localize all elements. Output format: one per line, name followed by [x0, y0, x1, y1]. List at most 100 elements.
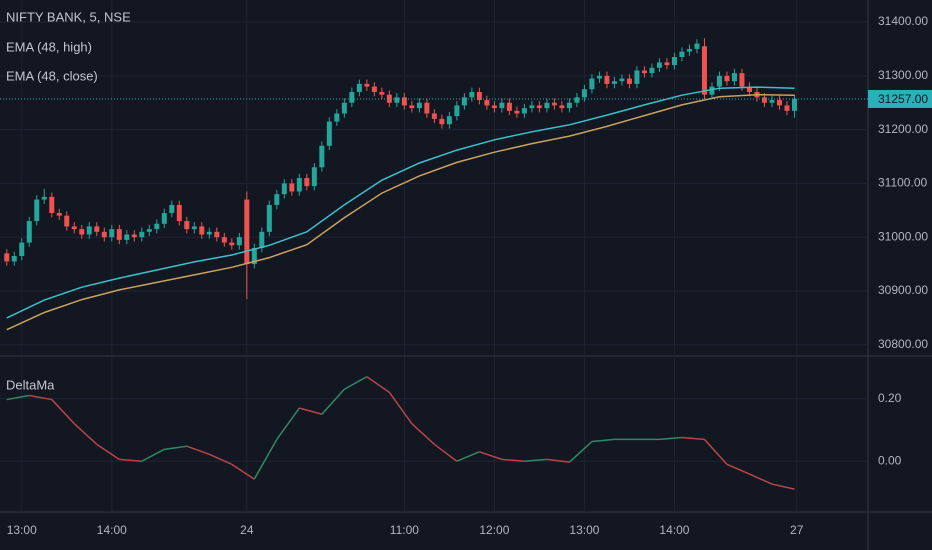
candle-body [266, 204, 272, 232]
indicator-title: DeltaMa [6, 377, 55, 392]
candle-body [236, 237, 242, 246]
indicator-segment [343, 376, 368, 390]
candle-body [604, 75, 610, 84]
indicator-segment [546, 458, 570, 463]
y-tick-label: 31400.00 [878, 14, 928, 28]
last-price-label: 31257.00 [878, 92, 928, 106]
candle-body [491, 105, 497, 109]
y-tick-label: 31200.00 [878, 122, 928, 136]
candle-body [619, 78, 625, 82]
candle-body [634, 70, 640, 84]
candle-body [791, 98, 797, 111]
indicator-segment [568, 440, 593, 463]
indicator-segment [141, 448, 165, 462]
candle-body [611, 81, 617, 84]
candle-body [664, 62, 670, 66]
candle-body [296, 178, 302, 192]
y-tick-label: 30900.00 [878, 283, 928, 297]
candle-body [461, 97, 467, 106]
x-tick-label: 13:00 [569, 523, 599, 537]
indicator-segment [681, 436, 705, 441]
candle-body [274, 194, 280, 205]
candle-body [439, 118, 445, 125]
indicator-segment [6, 394, 30, 401]
candle-body [484, 100, 490, 106]
candle-body [19, 242, 25, 257]
candle-body [649, 67, 655, 74]
candle-body [739, 73, 745, 87]
candle-body [41, 196, 47, 200]
candle-body [334, 113, 340, 122]
indicator-segment [456, 451, 480, 462]
indicator-segment [771, 483, 795, 490]
indicator-segment [366, 376, 390, 393]
candle-body [229, 242, 235, 246]
candle-body [94, 226, 100, 232]
candle-body [289, 183, 295, 192]
candle-body [656, 62, 662, 68]
candle-body [566, 102, 572, 109]
candle-body [169, 204, 175, 213]
candle-body [364, 83, 370, 87]
indicator-segment [524, 458, 547, 462]
candle-body [581, 89, 587, 98]
candle-body [514, 110, 520, 114]
y-tick-label: 31300.00 [878, 68, 928, 82]
candle-body [626, 78, 632, 84]
candle-body [371, 86, 377, 92]
marks [0, 38, 868, 490]
candle-body [191, 226, 197, 230]
candle-body [214, 231, 220, 238]
indicator-segment [501, 458, 525, 462]
candle-body [596, 75, 602, 79]
candle-body [86, 226, 92, 235]
candle-body [349, 91, 355, 103]
candle-body [769, 100, 775, 103]
candle-body [79, 229, 85, 235]
indicator-segment [119, 458, 142, 462]
candle-body [49, 196, 55, 213]
x-tick-label: 24 [240, 523, 254, 537]
candle-body [124, 234, 130, 240]
grid [0, 0, 868, 511]
indicator-segment [411, 423, 435, 445]
labels: NIFTY BANK, 5, NSE EMA (48, high) EMA (4… [6, 9, 932, 537]
candle-body [686, 48, 692, 52]
indicator-segment [388, 391, 413, 425]
candle-body [641, 70, 647, 74]
candle-body [746, 86, 752, 92]
indicator-segment [186, 445, 210, 456]
candle-body [326, 121, 332, 146]
candle-body [4, 253, 10, 262]
indicator-segment [299, 407, 323, 416]
candle-body [34, 199, 40, 222]
candle-body [206, 231, 212, 235]
last-price-box [868, 89, 932, 108]
candle-body [71, 226, 77, 230]
x-tick-label: 14:00 [97, 523, 127, 537]
y-tick-label: 31100.00 [878, 176, 927, 190]
indicator-segment [253, 438, 278, 480]
candle-body [446, 116, 452, 125]
candle-body [176, 204, 182, 222]
candle-body [499, 102, 505, 109]
candle-body [244, 199, 250, 265]
indicator-segment [276, 407, 300, 440]
candle-body [259, 231, 265, 248]
indicator-segment [231, 463, 255, 480]
candle-body [109, 229, 115, 238]
indicator-segment [703, 438, 728, 465]
candle-body [701, 46, 707, 95]
x-tick-label: 14:00 [659, 523, 689, 537]
indicator-segment [209, 453, 233, 466]
candle-body [784, 105, 790, 111]
candle-body [161, 213, 167, 224]
candle-body [529, 105, 535, 109]
y-tick-label: 0.00 [878, 453, 902, 467]
candle-body [521, 108, 527, 114]
y-tick-label: 0.20 [878, 391, 902, 405]
legend-entry: EMA (48, close) [6, 68, 98, 83]
candle-body [304, 178, 310, 187]
